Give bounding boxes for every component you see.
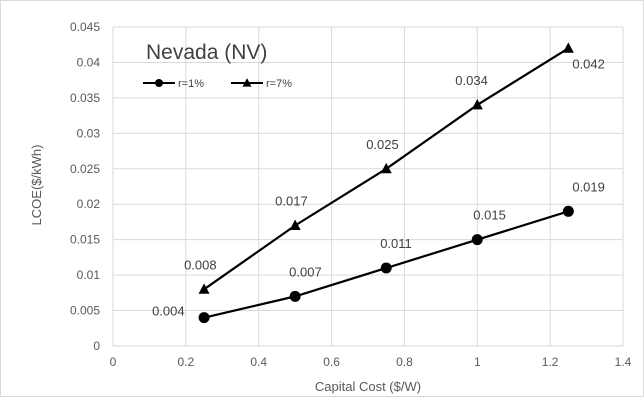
- x-axis-title: Capital Cost ($/W): [315, 379, 421, 394]
- y-tick-label: 0: [93, 339, 100, 353]
- tick-labels: 0 0.2 0.4 0.6 0.8 1 1.2 1.4 0 0.005 0.01 0.015 0.02 0…: [70, 20, 632, 369]
- data-label: 0.017: [275, 193, 308, 208]
- y-tick-label: 0.03: [77, 126, 101, 140]
- legend-label: r=1%: [178, 78, 204, 90]
- data-label: 0.011: [380, 236, 412, 251]
- legend-marker: [242, 78, 252, 87]
- data-point: [562, 205, 574, 217]
- data-label: 0.008: [184, 257, 217, 272]
- data-point: [471, 99, 483, 110]
- y-tick-label: 0.015: [70, 233, 100, 247]
- data-point: [471, 234, 483, 246]
- data-label: 0.007: [289, 264, 322, 279]
- data-labels: 0.004 0.007 0.011 0.015 0.019 0.008 0.017 0.025…: [152, 56, 605, 318]
- y-tick-label: 0.02: [77, 197, 101, 211]
- data-point: [289, 290, 301, 302]
- data-label: 0.015: [473, 208, 506, 223]
- x-tick-label: 0.6: [323, 355, 340, 369]
- y-tick-label: 0.045: [70, 20, 100, 34]
- data-point: [380, 162, 392, 174]
- x-tick-label: 1: [474, 355, 481, 369]
- series-r1: [198, 205, 574, 324]
- x-tick-label: 1.4: [615, 355, 632, 369]
- y-tick-label: 0.035: [70, 91, 100, 105]
- legend-marker: [155, 79, 163, 87]
- data-point: [562, 42, 574, 53]
- series: [198, 42, 574, 324]
- data-point: [198, 283, 210, 294]
- grid: [112, 26, 624, 347]
- data-label: 0.004: [152, 304, 185, 319]
- data-label: 0.042: [572, 56, 605, 71]
- y-tick-label: 0.04: [77, 55, 101, 69]
- y-axis-title: LCOE($/kWh): [29, 145, 44, 226]
- data-point: [380, 262, 392, 274]
- data-label: 0.025: [366, 137, 399, 152]
- x-tick-label: 0.8: [396, 355, 413, 369]
- x-tick-label: 0: [110, 355, 117, 369]
- x-tick-label: 0.2: [178, 355, 195, 369]
- data-label: 0.019: [572, 179, 605, 194]
- y-tick-label: 0.005: [70, 304, 100, 318]
- legend-item: r=7%: [231, 78, 292, 90]
- legend: r=1% r=7%: [143, 78, 292, 90]
- series-r7: [198, 42, 574, 294]
- y-tick-label: 0.01: [77, 268, 101, 282]
- legend-item: r=1%: [143, 78, 204, 90]
- chart-title: Nevada (NV): [146, 41, 267, 64]
- y-tick-label: 0.025: [70, 162, 100, 176]
- x-tick-label: 1.2: [542, 355, 559, 369]
- data-label: 0.034: [455, 73, 488, 88]
- legend-label: r=7%: [266, 78, 292, 90]
- data-point: [289, 219, 301, 230]
- x-tick-label: 0.4: [250, 355, 267, 369]
- data-point: [198, 312, 210, 324]
